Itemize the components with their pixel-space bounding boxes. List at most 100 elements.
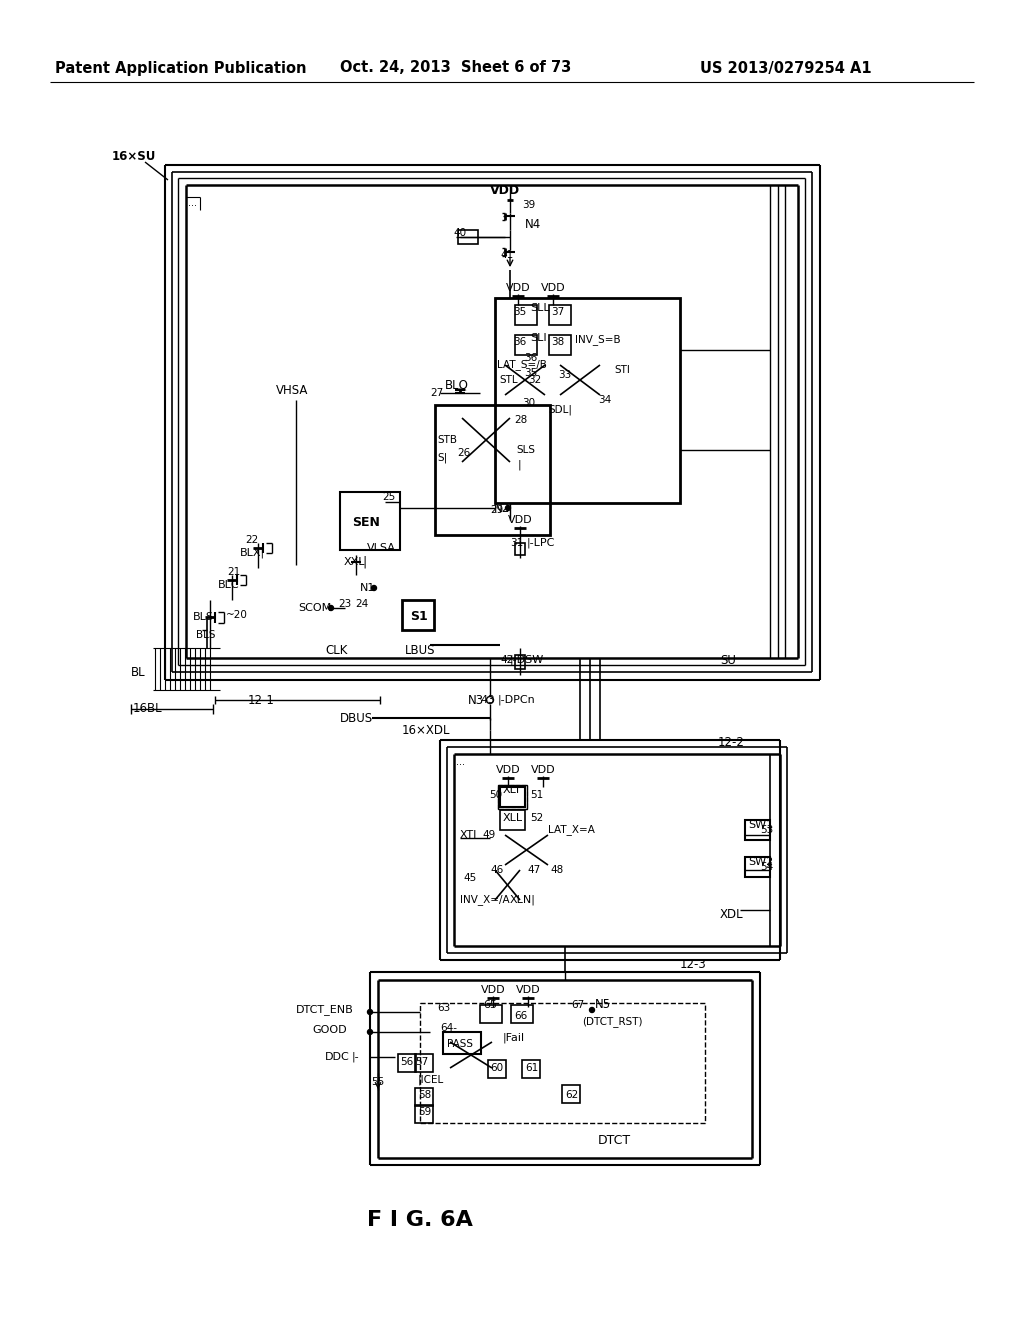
Text: SLS: SLS bbox=[516, 445, 535, 455]
Text: DTCT_ENB: DTCT_ENB bbox=[296, 1005, 353, 1015]
Text: N5: N5 bbox=[595, 998, 611, 1011]
Text: VDD: VDD bbox=[496, 766, 520, 775]
Text: 67: 67 bbox=[571, 1001, 585, 1010]
Text: 64-: 64- bbox=[440, 1023, 457, 1034]
Text: US 2013/0279254 A1: US 2013/0279254 A1 bbox=[700, 61, 871, 75]
Text: 33: 33 bbox=[558, 370, 571, 380]
Text: ...: ... bbox=[456, 756, 465, 767]
Text: 45: 45 bbox=[463, 873, 476, 883]
Text: 66: 66 bbox=[514, 1011, 527, 1020]
Text: 49: 49 bbox=[482, 830, 496, 840]
Text: VDD: VDD bbox=[489, 183, 520, 197]
Text: ...: ... bbox=[188, 198, 197, 209]
Text: SU: SU bbox=[720, 653, 736, 667]
Text: 24: 24 bbox=[355, 599, 369, 609]
Bar bbox=[458, 230, 478, 244]
Bar bbox=[480, 1005, 502, 1023]
Circle shape bbox=[372, 586, 377, 590]
Text: |-LPC: |-LPC bbox=[527, 537, 555, 548]
Bar bbox=[340, 492, 400, 550]
Text: 48: 48 bbox=[550, 865, 563, 875]
Text: SCOM: SCOM bbox=[298, 603, 331, 612]
Text: BLS: BLS bbox=[193, 612, 214, 622]
Text: |ICEL: |ICEL bbox=[418, 1074, 444, 1085]
Text: 12-3: 12-3 bbox=[680, 958, 707, 972]
Text: VDD: VDD bbox=[530, 766, 555, 775]
Text: |-: |- bbox=[352, 1052, 359, 1063]
Circle shape bbox=[329, 606, 334, 610]
Text: 57: 57 bbox=[415, 1057, 428, 1067]
Text: PASS: PASS bbox=[447, 1039, 473, 1049]
Text: 22: 22 bbox=[245, 535, 258, 545]
Text: 58: 58 bbox=[418, 1090, 431, 1100]
Text: 46: 46 bbox=[490, 865, 503, 875]
Text: SW2: SW2 bbox=[748, 857, 773, 867]
Text: BLC: BLC bbox=[218, 579, 240, 590]
Text: 60: 60 bbox=[490, 1063, 503, 1073]
Text: VDD: VDD bbox=[541, 282, 565, 293]
Bar bbox=[398, 1053, 416, 1072]
Text: 23: 23 bbox=[338, 599, 351, 609]
Circle shape bbox=[368, 1030, 373, 1035]
Text: LAT_X=A: LAT_X=A bbox=[548, 825, 595, 836]
Circle shape bbox=[506, 506, 511, 511]
Text: 56: 56 bbox=[400, 1057, 414, 1067]
Text: 54: 54 bbox=[760, 862, 773, 873]
Text: DTCT: DTCT bbox=[598, 1134, 631, 1147]
Text: SDL|: SDL| bbox=[548, 405, 572, 416]
Text: VDD: VDD bbox=[516, 985, 541, 995]
Text: 55: 55 bbox=[371, 1077, 384, 1086]
Bar bbox=[745, 857, 770, 876]
Bar bbox=[562, 1085, 580, 1104]
Bar bbox=[443, 1032, 481, 1053]
Text: 42: 42 bbox=[500, 655, 513, 665]
Text: 62: 62 bbox=[565, 1090, 579, 1100]
Text: 61: 61 bbox=[525, 1063, 539, 1073]
Text: F I G. 6A: F I G. 6A bbox=[367, 1210, 473, 1230]
Text: 59: 59 bbox=[418, 1107, 431, 1117]
Text: 63: 63 bbox=[437, 1003, 451, 1012]
Circle shape bbox=[368, 1010, 373, 1015]
Text: VHSA: VHSA bbox=[276, 384, 308, 396]
Text: 38: 38 bbox=[551, 337, 564, 347]
Text: VLSA: VLSA bbox=[367, 543, 396, 553]
Text: LBUS: LBUS bbox=[406, 644, 435, 656]
Bar bbox=[402, 601, 434, 630]
Bar bbox=[745, 820, 770, 840]
Bar bbox=[515, 655, 525, 669]
Bar bbox=[515, 543, 525, 554]
Text: 16×XDL: 16×XDL bbox=[402, 723, 451, 737]
Text: 53: 53 bbox=[760, 825, 773, 836]
Text: (DTCT_RST): (DTCT_RST) bbox=[582, 1016, 642, 1027]
Text: S|: S| bbox=[437, 453, 447, 463]
Text: 50: 50 bbox=[489, 789, 502, 800]
Bar bbox=[498, 785, 527, 809]
Text: DBUS: DBUS bbox=[340, 711, 373, 725]
Text: 36: 36 bbox=[524, 352, 538, 363]
Text: VDD: VDD bbox=[508, 515, 532, 525]
Text: 31: 31 bbox=[510, 539, 523, 548]
Text: STB: STB bbox=[437, 436, 457, 445]
Text: GOOD: GOOD bbox=[312, 1026, 347, 1035]
Text: 40: 40 bbox=[453, 228, 466, 238]
Text: 39: 39 bbox=[522, 201, 536, 210]
Text: SEN: SEN bbox=[352, 516, 380, 528]
Text: 16BL: 16BL bbox=[133, 701, 163, 714]
Text: 43: 43 bbox=[478, 696, 495, 705]
Text: N3: N3 bbox=[468, 693, 484, 706]
Text: Patent Application Publication: Patent Application Publication bbox=[55, 61, 306, 75]
Text: 51: 51 bbox=[530, 789, 544, 800]
Text: 41: 41 bbox=[500, 249, 513, 260]
Text: S1: S1 bbox=[410, 610, 428, 623]
Text: 65: 65 bbox=[483, 1001, 497, 1010]
Text: XLN|: XLN| bbox=[510, 895, 536, 906]
Text: 25: 25 bbox=[382, 492, 395, 502]
Text: 34: 34 bbox=[598, 395, 611, 405]
Bar bbox=[500, 787, 525, 807]
Bar bbox=[515, 335, 537, 355]
Text: BLS: BLS bbox=[196, 630, 215, 640]
Text: N4: N4 bbox=[525, 219, 542, 231]
Text: BLX|: BLX| bbox=[240, 548, 265, 558]
Text: 12-1: 12-1 bbox=[248, 693, 274, 706]
Text: |: | bbox=[518, 459, 521, 470]
